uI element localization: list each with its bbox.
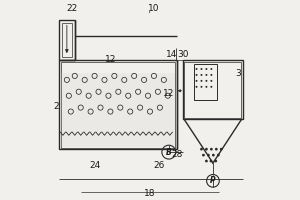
Circle shape bbox=[196, 74, 197, 76]
Circle shape bbox=[200, 74, 202, 76]
Circle shape bbox=[200, 68, 202, 70]
Bar bbox=[59, 20, 75, 60]
Text: 24: 24 bbox=[89, 161, 100, 170]
Circle shape bbox=[206, 68, 207, 70]
Text: 2: 2 bbox=[53, 102, 59, 111]
Circle shape bbox=[196, 80, 197, 82]
Circle shape bbox=[206, 74, 207, 76]
Bar bbox=[62, 23, 72, 57]
Circle shape bbox=[215, 148, 218, 151]
Text: 18: 18 bbox=[144, 189, 156, 198]
Text: 30: 30 bbox=[177, 50, 188, 59]
Circle shape bbox=[210, 74, 212, 76]
Circle shape bbox=[220, 148, 223, 151]
Text: 3: 3 bbox=[235, 69, 241, 78]
Circle shape bbox=[210, 148, 213, 151]
Text: 28: 28 bbox=[172, 150, 183, 159]
Text: 26: 26 bbox=[153, 161, 165, 170]
Text: 22: 22 bbox=[66, 4, 77, 13]
Text: B: B bbox=[166, 148, 172, 157]
Bar bbox=[184, 62, 242, 118]
Circle shape bbox=[205, 160, 208, 162]
Bar bbox=[61, 62, 175, 148]
Circle shape bbox=[210, 80, 212, 82]
Bar bbox=[194, 64, 217, 100]
Bar bbox=[59, 60, 177, 149]
Text: P: P bbox=[210, 176, 216, 185]
Circle shape bbox=[206, 86, 207, 88]
Text: 14: 14 bbox=[166, 50, 178, 59]
Text: 12: 12 bbox=[163, 89, 175, 98]
Circle shape bbox=[205, 148, 208, 151]
Circle shape bbox=[200, 80, 202, 82]
Circle shape bbox=[207, 154, 210, 156]
Bar bbox=[183, 60, 243, 119]
Text: 10: 10 bbox=[148, 4, 160, 13]
Circle shape bbox=[202, 154, 205, 156]
Circle shape bbox=[206, 80, 207, 82]
Circle shape bbox=[200, 86, 202, 88]
Circle shape bbox=[212, 154, 215, 156]
Circle shape bbox=[214, 160, 217, 162]
Circle shape bbox=[196, 68, 197, 70]
Circle shape bbox=[200, 148, 203, 151]
Bar bbox=[61, 73, 175, 147]
Text: 12: 12 bbox=[105, 55, 116, 64]
Circle shape bbox=[210, 160, 212, 162]
Circle shape bbox=[210, 86, 212, 88]
Circle shape bbox=[217, 154, 220, 156]
Circle shape bbox=[210, 68, 212, 70]
Circle shape bbox=[196, 86, 197, 88]
